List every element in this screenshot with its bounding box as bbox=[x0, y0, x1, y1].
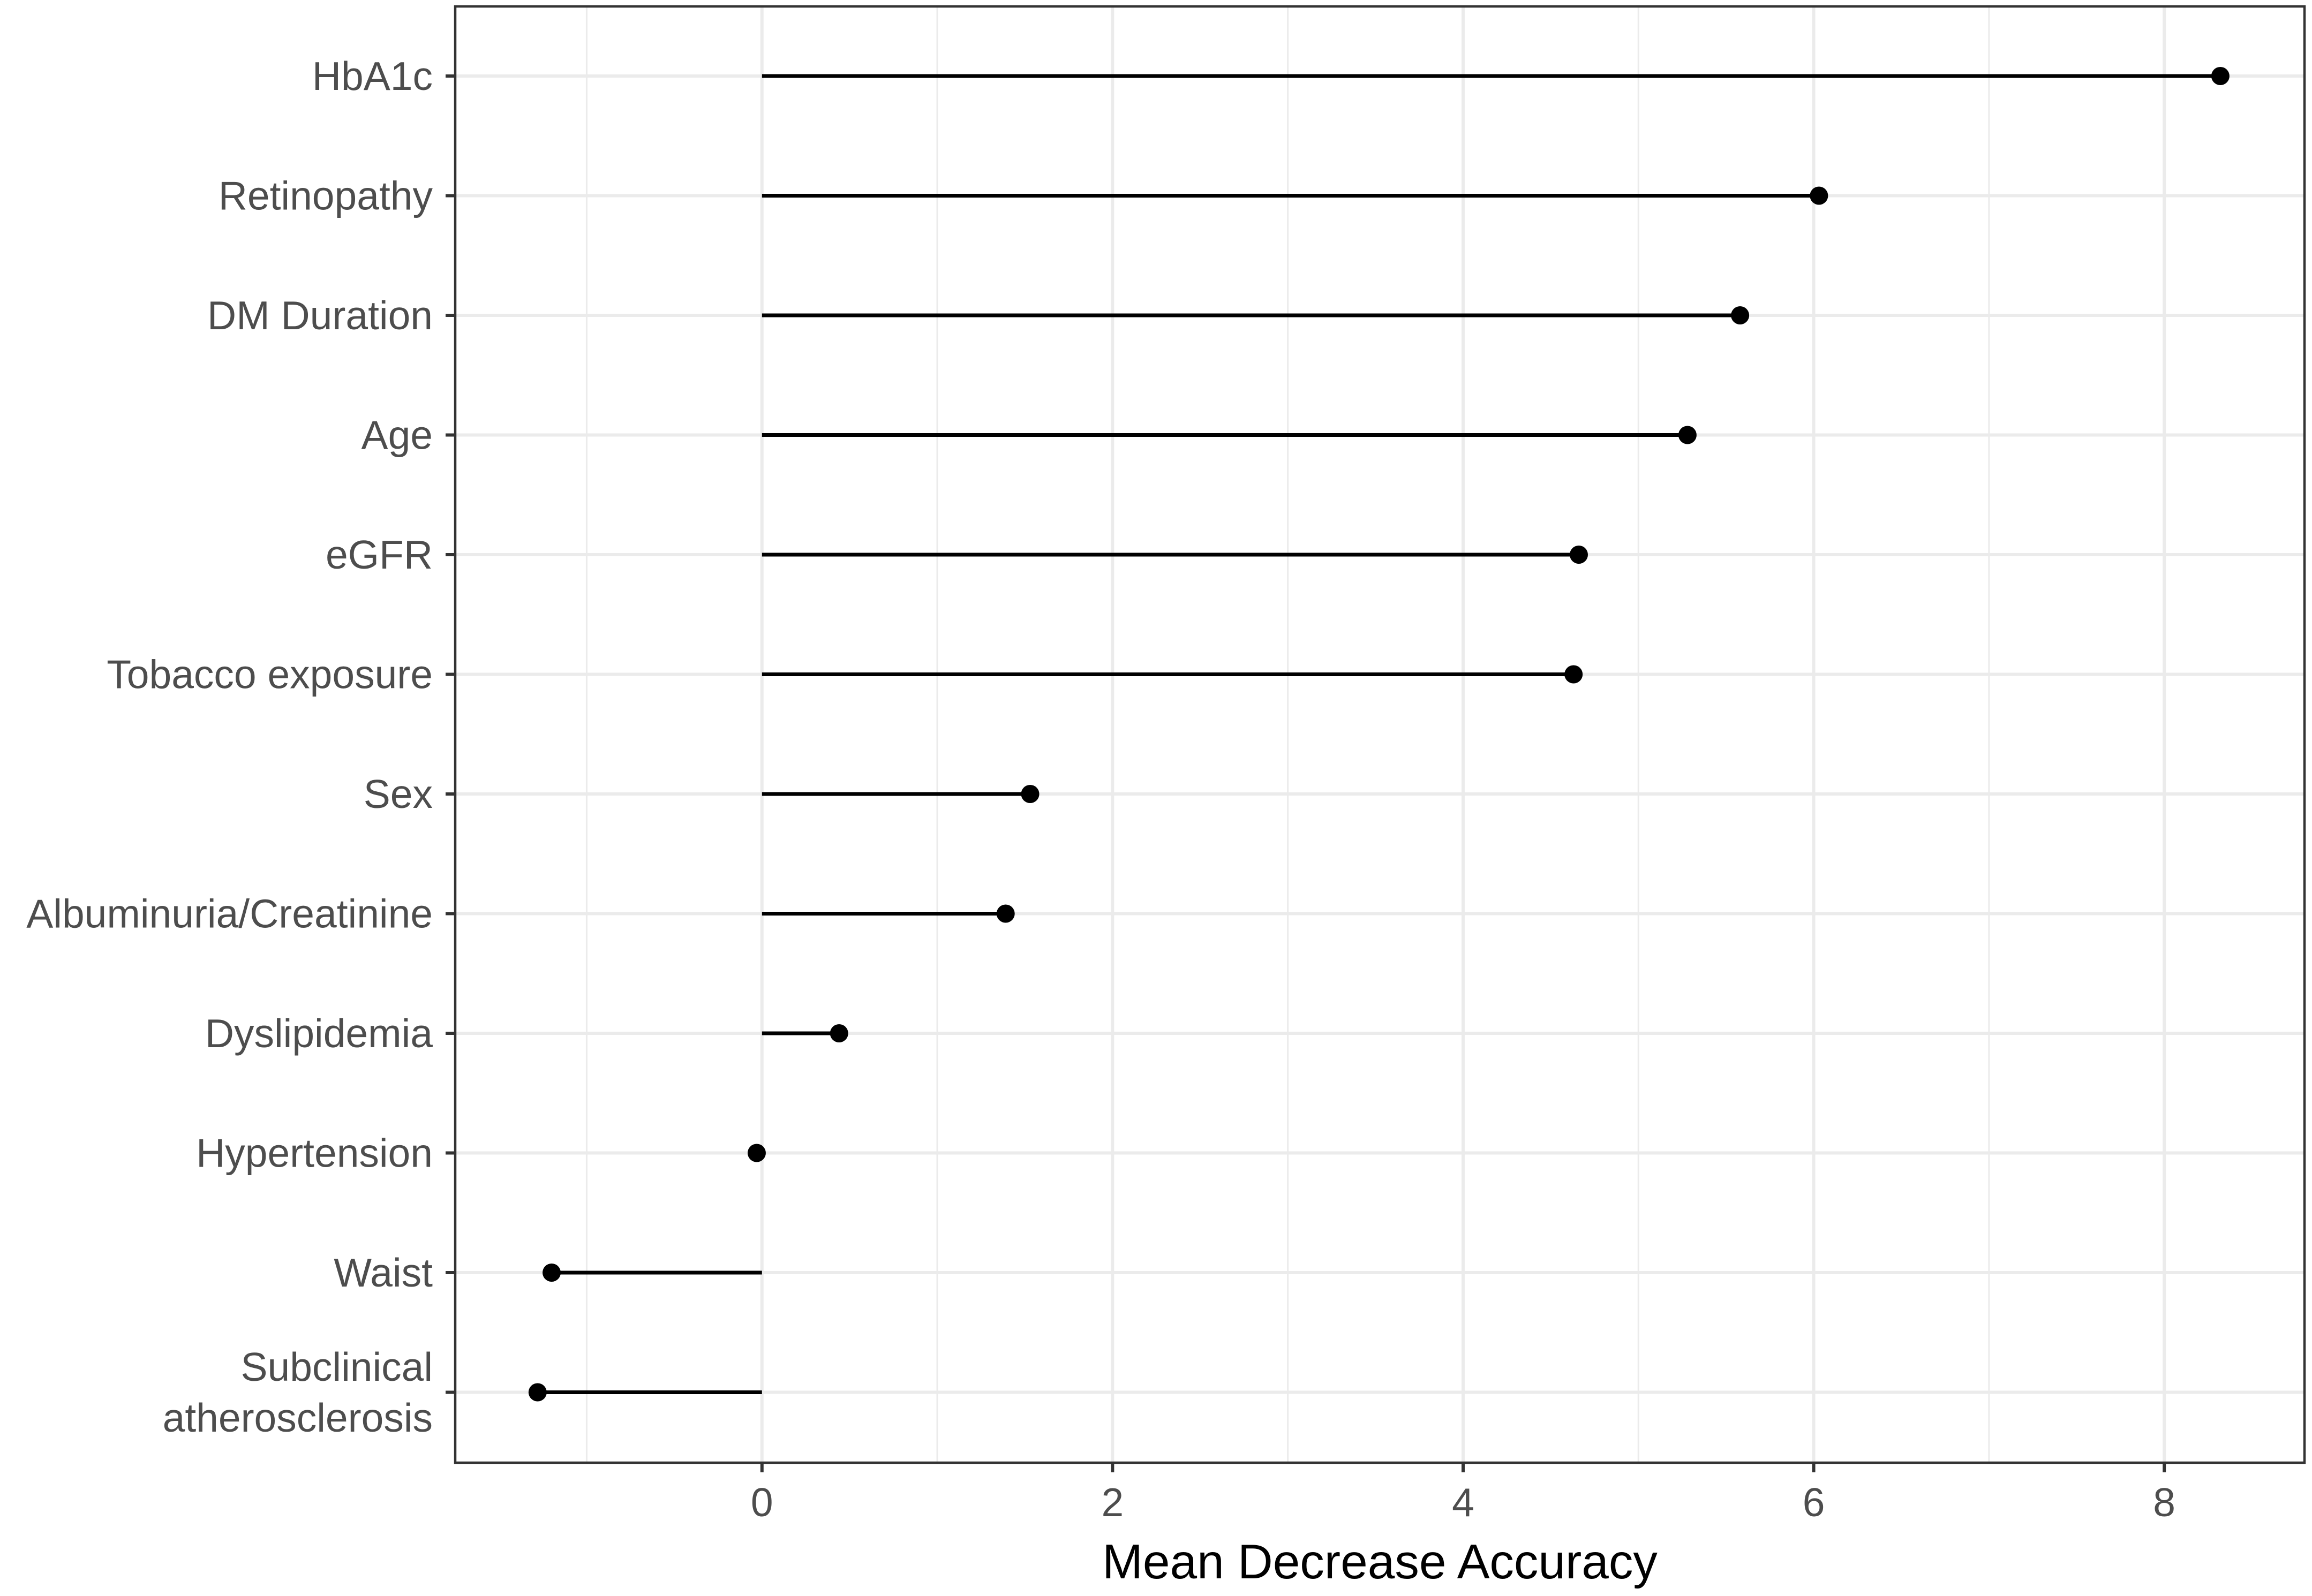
lollipop-point bbox=[747, 1144, 766, 1162]
lollipop-point bbox=[830, 1024, 848, 1042]
lollipop-point bbox=[528, 1383, 547, 1402]
x-tick-label: 2 bbox=[1102, 1480, 1124, 1525]
y-tick-label: DM Duration bbox=[207, 293, 433, 338]
x-axis-title: Mean Decrease Accuracy bbox=[1102, 1535, 1658, 1589]
x-tick-label: 6 bbox=[1803, 1480, 1825, 1525]
lollipop-points bbox=[528, 67, 2230, 1402]
lollipop-point bbox=[996, 904, 1015, 923]
lollipop-point bbox=[2211, 67, 2230, 85]
lollipop-point bbox=[543, 1264, 561, 1282]
y-tick-label: HbA1c bbox=[312, 54, 433, 99]
x-tick-label: 0 bbox=[751, 1480, 773, 1525]
lollipop-point bbox=[1731, 306, 1750, 324]
x-tick-label: 4 bbox=[1452, 1480, 1474, 1525]
y-tick-label: Albuminuria/Creatinine bbox=[26, 891, 433, 936]
lollipop-sticks bbox=[537, 74, 2220, 1394]
x-tick-label: 8 bbox=[2153, 1480, 2175, 1525]
y-tick-label: Sex bbox=[364, 771, 433, 816]
lollipop-point bbox=[1678, 426, 1697, 444]
x-axis: 0 2 4 6 8 bbox=[751, 1463, 2175, 1525]
y-axis: HbA1c Retinopathy DM Duration Age eGFR Tobacc… bbox=[26, 54, 455, 1440]
lollipop-point bbox=[1021, 785, 1040, 803]
y-tick-label: Waist bbox=[334, 1250, 433, 1295]
panel-border bbox=[454, 5, 2306, 1464]
y-tick-label: Tobacco exposure bbox=[107, 652, 433, 697]
y-tick-label: Subclinical atherosclerosis bbox=[163, 1344, 433, 1440]
y-tick-label: Dyslipidemia bbox=[205, 1011, 433, 1056]
y-tick-label: eGFR bbox=[326, 532, 433, 577]
lollipop-point bbox=[1564, 665, 1583, 684]
minor-gridlines bbox=[585, 6, 1990, 1463]
y-tick-label: Retinopathy bbox=[219, 173, 433, 218]
y-tick-label: Hypertension bbox=[196, 1131, 433, 1176]
y-tick-label: Age bbox=[362, 413, 433, 458]
lollipop-point bbox=[1569, 546, 1588, 564]
lollipop-point bbox=[1810, 186, 1828, 205]
